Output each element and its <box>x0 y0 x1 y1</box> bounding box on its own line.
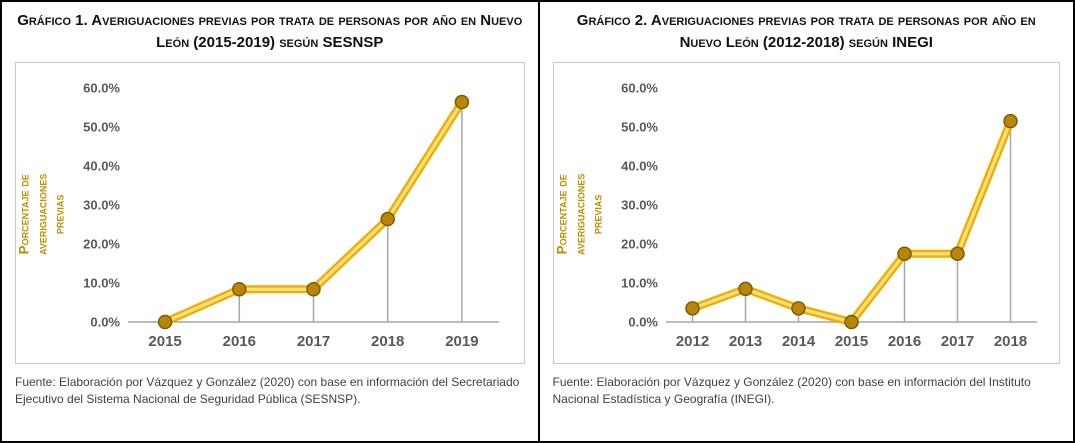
x-tick-label: 2013 <box>728 333 761 350</box>
x-tick-label: 2015 <box>148 333 181 350</box>
y-tick-label: 50.0% <box>83 119 120 134</box>
y-tick-label: 60.0% <box>621 80 658 95</box>
y-tick-label: 30.0% <box>83 197 120 212</box>
line-chart: 0.0% 10.0% 20.0% 30.0% 40.0% 50.0% 60.0% 2012 20… <box>621 80 1037 350</box>
data-point <box>306 281 321 296</box>
y-tick-label: 30.0% <box>621 197 658 212</box>
y-tick-label: 50.0% <box>621 119 658 134</box>
y-tick-label: 40.0% <box>83 158 120 173</box>
y-tick-label: 60.0% <box>83 80 120 95</box>
x-tick-label: 2016 <box>887 333 920 350</box>
x-tick-label: 2019 <box>445 333 478 350</box>
y-axis-title-wrap: Porcentaje de averiguaciones previas <box>554 73 605 357</box>
x-tick-label: 2014 <box>781 333 815 350</box>
x-tick-label: 2018 <box>371 333 404 350</box>
data-point <box>790 300 806 316</box>
chart-area: Porcentaje de averiguaciones previas 0.0… <box>15 61 525 364</box>
y-tick-label: 10.0% <box>83 275 120 290</box>
y-tick-label: 0.0% <box>628 314 658 329</box>
data-point <box>896 246 912 261</box>
x-tick-label: 2015 <box>834 333 867 350</box>
y-tick-label: 40.0% <box>621 158 658 173</box>
y-tick-label: 10.0% <box>621 275 658 290</box>
source-note: Fuente: Elaboración por Vázquez y Gonzál… <box>552 374 1031 406</box>
source-note: Fuente: Elaboración por Vázquez y Gonzál… <box>15 374 520 406</box>
data-point <box>454 94 470 109</box>
data-point <box>157 314 173 329</box>
y-tick-label: 0.0% <box>90 314 120 329</box>
x-tick-label: 2017 <box>940 333 973 350</box>
chart-area: Porcentaje de averiguaciones previas 0.0… <box>552 61 1060 364</box>
data-point <box>1002 113 1018 128</box>
data-point <box>737 281 753 296</box>
y-tick-label: 20.0% <box>83 236 120 251</box>
y-tick-label: 20.0% <box>621 236 658 251</box>
x-tick-label: 2016 <box>223 333 256 350</box>
chart-title: Gráfico 1. Averiguaciones previas por tr… <box>17 12 523 51</box>
x-tick-label: 2018 <box>993 333 1026 350</box>
x-tick-label: 2012 <box>675 333 708 350</box>
data-point <box>232 281 247 296</box>
data-point <box>949 246 965 261</box>
data-point <box>684 300 700 316</box>
chart-title: Gráfico 2. Averiguaciones previas por tr… <box>576 12 1036 51</box>
line-chart: 0.0% 10.0% 20.0% 30.0% 40.0% 50.0% 60.0% 2015 20… <box>83 80 499 350</box>
panel-grafico-1: Gráfico 1. Averiguaciones previas por tr… <box>2 2 538 441</box>
panel-grafico-2: Gráfico 2. Averiguaciones previas por tr… <box>537 2 1074 441</box>
y-axis-title: Porcentaje de averiguaciones previas <box>554 173 605 256</box>
data-point <box>843 314 859 329</box>
y-axis-title: Porcentaje de averiguaciones previas <box>16 173 67 256</box>
y-axis-title-wrap: Porcentaje de averiguaciones previas <box>16 73 67 357</box>
x-tick-label: 2017 <box>297 333 330 350</box>
data-point <box>380 211 395 226</box>
